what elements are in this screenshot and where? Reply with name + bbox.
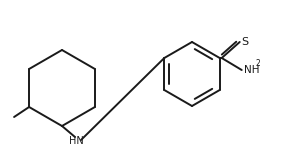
Text: NH: NH [244, 65, 259, 75]
Text: HN: HN [69, 136, 84, 146]
Text: 2: 2 [256, 59, 261, 68]
Text: S: S [242, 37, 249, 47]
